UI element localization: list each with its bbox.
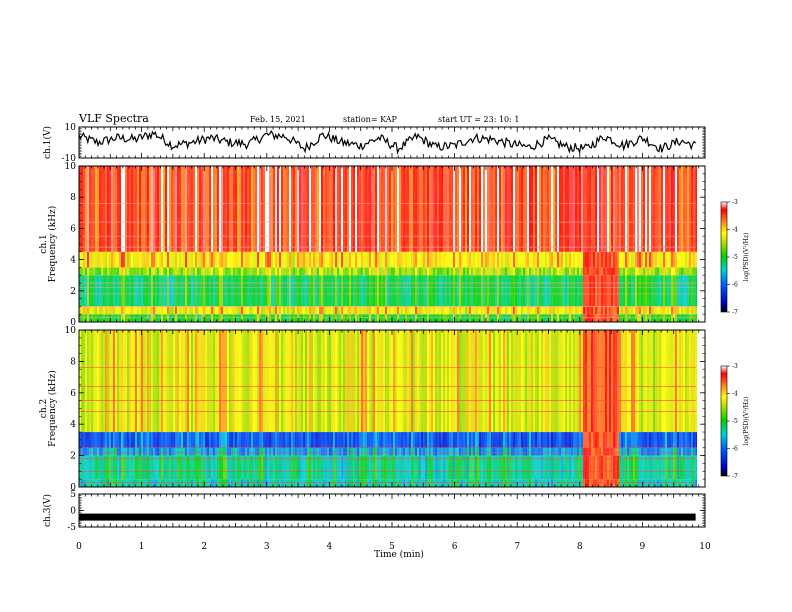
spectrogram-cell xyxy=(695,432,697,448)
colorbar-label: log(PSD)(V²/Hz) xyxy=(743,233,750,282)
x-tick-label: 1 xyxy=(139,542,145,552)
ch3-voltage-line xyxy=(79,513,696,521)
colorbar-tick-label: -6 xyxy=(732,446,738,453)
x-tick-label: 6 xyxy=(452,542,458,552)
colorbar-label: log(PSD)(V²/Hz) xyxy=(743,397,750,446)
x-axis-label: Time (min) xyxy=(374,549,424,560)
y-tick-label-2: 0 xyxy=(70,483,76,493)
y-axis-label-2: ch.2 xyxy=(39,399,49,418)
colorbar-tick-label: -5 xyxy=(732,418,738,425)
spectrogram-cell xyxy=(695,455,697,480)
y-tick-label-1: 4 xyxy=(70,256,76,266)
spectrogram-cell xyxy=(695,330,697,433)
ch1-voltage-line xyxy=(78,130,697,156)
x-tick-label: 8 xyxy=(577,542,583,552)
spectrogram-cell xyxy=(695,314,697,322)
y-tick-label-1: 2 xyxy=(70,287,76,297)
y-axis-label-0: ch.1(V) xyxy=(42,126,53,159)
spectrogram-texture xyxy=(79,330,696,487)
colorbar-tick-label: -3 xyxy=(732,199,738,206)
x-tick-label: 7 xyxy=(514,542,520,552)
y-tick-label-2: 6 xyxy=(70,389,76,399)
spectrogram-texture xyxy=(79,166,696,322)
x-tick-label: 3 xyxy=(264,542,270,552)
figure-title: VLF Spectra xyxy=(78,112,149,125)
colorbar-tick-label: -4 xyxy=(732,227,738,234)
colorbar-2 xyxy=(720,365,728,477)
spectrogram-2 xyxy=(79,330,697,487)
y-tick-label-2: 4 xyxy=(70,420,76,430)
x-tick-label: 2 xyxy=(201,542,207,552)
y-axis-label-2: Frequency (kHz) xyxy=(47,370,58,447)
y-tick-label-1: 6 xyxy=(70,224,76,234)
colorbar-tick-label: -5 xyxy=(732,254,738,261)
y-tick-label-3: 5 xyxy=(70,490,76,500)
y-axis-label-1: Frequency (kHz) xyxy=(47,206,58,283)
y-axis-label-1: ch.1 xyxy=(39,234,49,253)
x-tick-label: 4 xyxy=(327,542,333,552)
colorbar-tick-label: -7 xyxy=(732,473,738,480)
y-tick-label-1: 8 xyxy=(70,193,76,203)
x-tick-label: 5 xyxy=(389,542,395,552)
y-tick-label-0: 10 xyxy=(65,123,77,133)
colorbar-tick-label: -4 xyxy=(732,391,738,398)
y-tick-label-1: 0 xyxy=(70,318,76,328)
spectrogram-cell xyxy=(695,267,697,276)
colorbar-tick-label: -7 xyxy=(732,309,738,316)
spectrogram-cell xyxy=(695,166,697,252)
x-tick-label: 10 xyxy=(699,542,711,552)
y-axis-label-3: ch.3(V) xyxy=(42,494,53,527)
spectrogram-cell xyxy=(695,479,697,487)
x-tick-label: 0 xyxy=(76,542,82,552)
colorbar-tick-label: -3 xyxy=(732,363,738,370)
y-tick-label-2: 10 xyxy=(65,326,77,336)
spectrogram-cell xyxy=(695,251,697,268)
spectrogram-cell xyxy=(695,306,697,315)
spectrogram-cell xyxy=(695,447,697,456)
panels-group: 10-10ch.1(V)-3-4-5-6-7log(PSD)(V²/Hz)024… xyxy=(39,123,750,552)
y-tick-label-3: -5 xyxy=(67,523,76,533)
x-tick-label: 9 xyxy=(640,542,646,552)
y-tick-label-1: 10 xyxy=(65,162,77,172)
date-label: Feb. 15, 2021 xyxy=(250,115,306,124)
colorbar-tick-label: -6 xyxy=(732,282,738,289)
y-tick-label-3: 0 xyxy=(70,507,76,517)
colorbar-1 xyxy=(720,201,728,313)
station-label: station= KAP xyxy=(343,115,398,124)
y-tick-label-0: -10 xyxy=(62,154,77,164)
y-tick-label-2: 2 xyxy=(70,452,76,462)
spectrogram-cell xyxy=(695,275,697,307)
y-tick-label-2: 8 xyxy=(70,357,76,367)
start-ut-label: start UT = 23: 10: 1 xyxy=(438,115,519,124)
spectrogram-1 xyxy=(79,166,697,322)
